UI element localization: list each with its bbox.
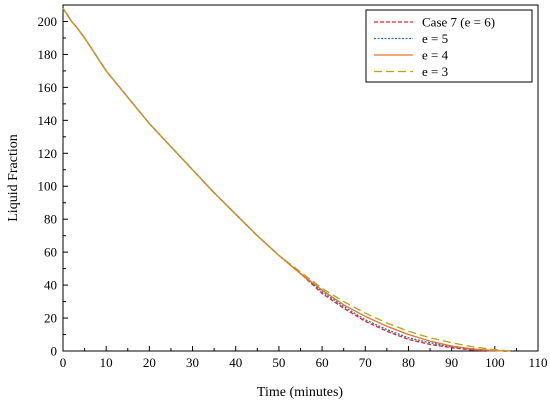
y-tick-label: 180 bbox=[38, 47, 58, 62]
x-tick-label: 0 bbox=[60, 355, 67, 370]
legend-label-4: e = 3 bbox=[422, 64, 448, 79]
legend-label-1: Case 7 (e = 6) bbox=[422, 15, 495, 30]
y-tick-label: 140 bbox=[38, 113, 58, 128]
y-tick-label: 80 bbox=[44, 212, 57, 227]
x-tick-label: 10 bbox=[100, 355, 113, 370]
legend-label-3: e = 4 bbox=[422, 48, 449, 63]
x-tick-label: 20 bbox=[143, 355, 156, 370]
x-tick-label: 30 bbox=[186, 355, 199, 370]
x-tick-label: 90 bbox=[445, 355, 458, 370]
y-tick-label: 100 bbox=[38, 179, 58, 194]
y-axis: 0 20 40 60 80 100 120 140 160 180 200 bbox=[38, 14, 68, 359]
x-tick-label: 100 bbox=[485, 355, 505, 370]
x-axis: 0 10 20 30 40 50 60 70 80 90 100 110 bbox=[60, 346, 548, 370]
y-tick-label: 20 bbox=[44, 311, 57, 326]
x-tick-label: 60 bbox=[316, 355, 329, 370]
y-tick-label: 40 bbox=[44, 278, 57, 293]
x-tick-label: 50 bbox=[272, 355, 285, 370]
x-tick-label: 70 bbox=[359, 355, 372, 370]
x-tick-label: 110 bbox=[528, 355, 547, 370]
x-tick-label: 80 bbox=[402, 355, 415, 370]
series-layer bbox=[62, 7, 513, 352]
y-tick-label: 60 bbox=[44, 245, 57, 260]
y-tick-label: 160 bbox=[38, 80, 58, 95]
y-axis-title: Liquid Fraction bbox=[6, 134, 21, 222]
y-tick-label: 120 bbox=[38, 146, 58, 161]
legend-label-2: e = 5 bbox=[422, 31, 448, 46]
y-tick-label: 200 bbox=[38, 14, 58, 29]
series-line-4 bbox=[62, 7, 513, 352]
x-tick-label: 40 bbox=[229, 355, 242, 370]
y-tick-label: 0 bbox=[51, 344, 58, 359]
legend: Case 7 (e = 6)e = 5 e = 4e = 3 bbox=[365, 9, 533, 83]
x-axis-title: Time (minutes) bbox=[257, 385, 344, 400]
